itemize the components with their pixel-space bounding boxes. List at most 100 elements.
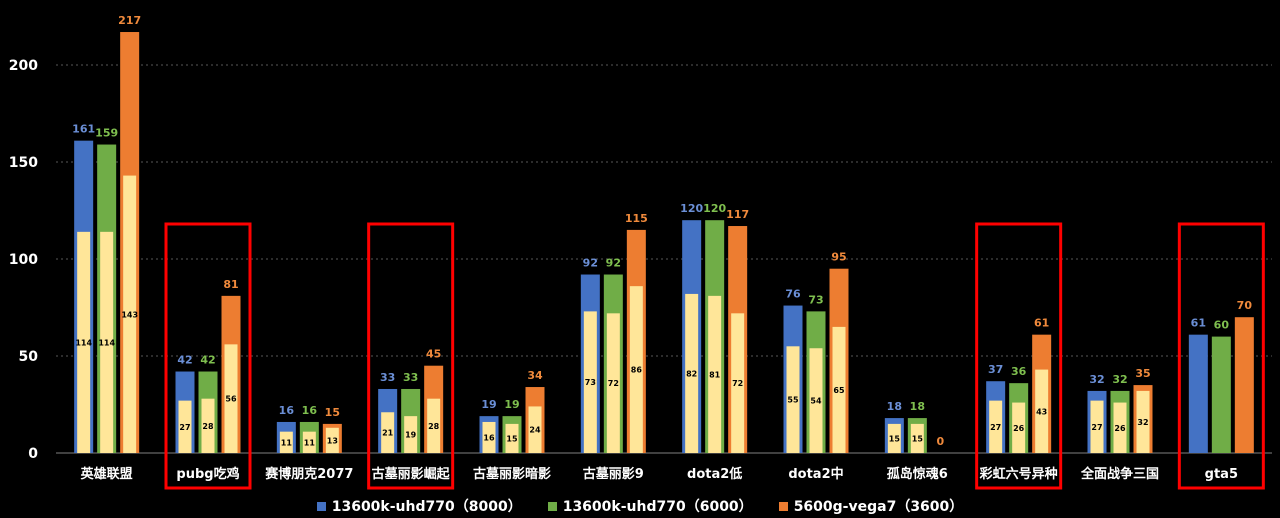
x-tick-label: 古墓丽影9 (583, 466, 644, 482)
data-label: 19 (504, 398, 519, 411)
inner-bar (528, 406, 542, 453)
inner-bar-label: 27 (990, 423, 1001, 432)
data-label: 33 (403, 371, 418, 384)
data-label: 16 (302, 404, 318, 417)
x-tick-label: dota2中 (788, 466, 843, 482)
data-label: 73 (808, 293, 823, 306)
inner-bar-label: 21 (382, 429, 394, 438)
inner-bar-label: 28 (428, 422, 440, 431)
inner-bar (583, 311, 597, 453)
inner-bar-label: 81 (709, 370, 721, 379)
inner-bar (404, 416, 418, 453)
inner-bar-label: 56 (225, 395, 237, 404)
inner-bar (505, 423, 519, 453)
legend-swatch-series-3 (778, 501, 788, 511)
inner-bar-label: 114 (75, 338, 92, 347)
data-label: 70 (1237, 299, 1253, 312)
inner-bar (832, 326, 846, 453)
inner-bar (77, 231, 91, 453)
data-label: 18 (887, 400, 902, 413)
inner-bar (381, 412, 395, 453)
inner-bar-label: 54 (810, 397, 822, 406)
x-tick-label: 孤岛惊魂6 (887, 466, 948, 482)
inner-bar (629, 286, 643, 453)
inner-bar-label: 73 (585, 378, 596, 387)
highlight-box (367, 222, 455, 490)
inner-bar-label: 72 (732, 379, 743, 388)
inner-bar-label: 27 (179, 423, 190, 432)
inner-bar (201, 398, 215, 453)
x-tick-label: 古墓丽影暗影 (473, 466, 551, 482)
inner-bar-label: 65 (833, 386, 845, 395)
inner-bar-label: 15 (506, 434, 518, 443)
data-label: 115 (625, 212, 648, 225)
data-label: 95 (831, 251, 846, 264)
inner-bar (1035, 369, 1049, 453)
inner-bar (427, 398, 441, 453)
legend-label-series-3: 5600g-vega7（3600） (793, 499, 964, 515)
data-label: 32 (1089, 373, 1104, 386)
inner-bar-label: 143 (121, 310, 138, 319)
inner-bar (910, 423, 924, 453)
x-tick-label: 英雄联盟 (80, 466, 133, 482)
x-tick-label: 赛博朋克2077 (264, 466, 353, 482)
inner-bar (1090, 400, 1104, 453)
data-label: 217 (118, 14, 141, 27)
inner-bar (1012, 402, 1026, 453)
data-label: 161 (72, 123, 95, 136)
x-tick-label: 全面战争三国 (1080, 466, 1159, 482)
legend-swatch-series-2 (547, 501, 557, 511)
x-tick-label: gta5 (1205, 467, 1238, 482)
data-label: 60 (1214, 319, 1230, 332)
inner-bar (302, 431, 316, 453)
data-label: 42 (177, 354, 192, 367)
data-label: 120 (703, 202, 726, 215)
inner-bar (178, 400, 192, 453)
inner-bar (809, 348, 823, 453)
x-tick-label: 古墓丽影崛起 (372, 466, 451, 482)
highlight-box (1177, 222, 1265, 490)
data-label: 92 (583, 257, 598, 270)
inner-bar-label: 13 (327, 436, 338, 445)
y-tick-label: 0 (28, 446, 38, 462)
inner-bar-label: 19 (405, 431, 417, 440)
inner-bar-label: 55 (787, 396, 799, 405)
inner-bar (482, 421, 496, 453)
inner-bar-label: 11 (304, 438, 316, 447)
bar (1211, 336, 1231, 453)
inner-bar (989, 400, 1003, 453)
data-label: 81 (223, 278, 238, 291)
inner-bar (224, 344, 238, 453)
inner-bar (708, 295, 722, 453)
y-tick-label: 50 (19, 349, 39, 365)
inner-bar-label: 11 (281, 438, 293, 447)
inner-bar-label: 43 (1036, 407, 1047, 416)
inner-bar-label: 24 (529, 426, 541, 435)
inner-bar-label: 26 (1114, 424, 1126, 433)
legend-label-series-1: 13600k-uhd770（8000） (331, 499, 522, 515)
data-label: 33 (380, 371, 395, 384)
legend-swatch-series-1 (316, 501, 326, 511)
inner-bar (1136, 390, 1150, 453)
inner-bar (1113, 402, 1127, 453)
data-label: 117 (726, 208, 749, 221)
data-label: 32 (1112, 373, 1127, 386)
inner-bar-label: 16 (483, 433, 495, 442)
highlight-box (975, 222, 1063, 490)
highlight-box (164, 222, 252, 490)
data-label: 0 (937, 435, 945, 448)
legend-label-series-2: 13600k-uhd770（6000） (562, 499, 753, 515)
data-label: 18 (910, 400, 925, 413)
inner-bar-label: 26 (1013, 424, 1025, 433)
data-label: 16 (279, 404, 295, 417)
inner-bar-label: 28 (202, 422, 214, 431)
legend-item-series-3: 5600g-vega7（3600） (778, 496, 964, 516)
legend-item-series-1: 13600k-uhd770（8000） (316, 496, 522, 516)
data-label: 35 (1135, 367, 1150, 380)
data-label: 19 (481, 398, 496, 411)
data-label: 42 (200, 354, 215, 367)
data-label: 36 (1011, 365, 1027, 378)
legend: 13600k-uhd770（8000） 13600k-uhd770（6000） … (0, 494, 1280, 518)
inner-bar-label: 82 (686, 369, 697, 378)
